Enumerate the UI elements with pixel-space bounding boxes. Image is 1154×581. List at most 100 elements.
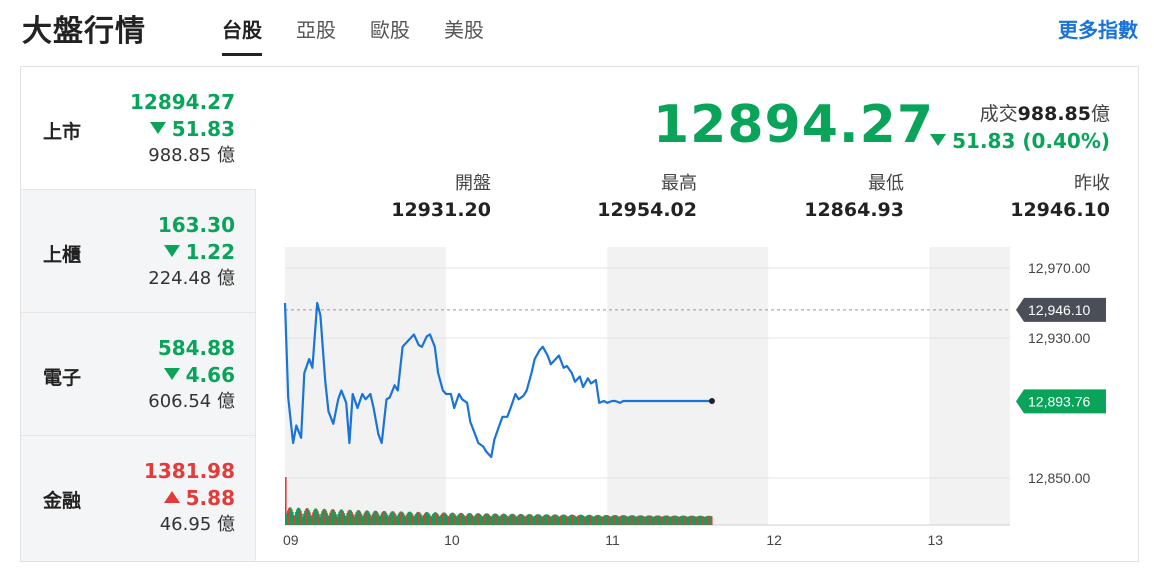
tab-us[interactable]: 美股 [444,18,484,42]
arrow-up-icon [163,491,180,503]
volume-bar [321,511,323,525]
volume-bar [643,516,646,525]
sidebar-item-label: 上市 [43,121,82,143]
tab-asia[interactable]: 亞股 [296,18,336,42]
volume-bar [431,515,433,525]
volume-bar [468,513,470,525]
volume-bar [470,513,472,525]
volume-bar [559,515,562,525]
volume-bar [661,516,664,525]
volume-bar [483,514,485,525]
volume-bar [693,516,696,525]
volume-bar [673,515,676,525]
volume-bar [410,512,413,525]
arrow-down-icon [930,134,947,146]
volume-bar [348,509,351,525]
volume-bar [290,507,292,525]
volume-bar [488,514,491,525]
volume-bar [506,516,509,525]
volume-bar [540,516,543,525]
sidebar-item-change: 4.66 [148,362,235,389]
volume-bar [546,514,549,525]
volume-bar [485,513,487,525]
volume-bar [387,516,390,525]
volume-bar [517,515,520,525]
volume-bar [636,516,639,525]
volume-bar [342,511,344,525]
volume-bar [654,515,657,525]
intraday-chart-svg[interactable]: 12,970.00 12,930.00 12,850.00 12,946.10 12,8… [283,245,1133,555]
volume-bar [638,515,641,525]
volume-bar [335,514,337,525]
volume-bar [307,508,309,525]
volume-bar [479,514,481,525]
sidebar-item-price: 584.88 [157,336,235,360]
volume-bar [442,512,444,525]
volume-bar [458,513,460,525]
volume-bar [539,515,542,525]
volume-bar [391,511,394,525]
arrow-down-icon [163,368,180,380]
volume-bar [573,515,576,525]
volume-bar [399,511,402,525]
volume-bar [505,514,508,525]
volume-bar [500,514,503,525]
sidebar-item-electronics[interactable]: 電子 584.88 4.66 606.54 億 [21,313,255,436]
volume-bar [401,512,404,525]
arrow-down-icon [149,122,166,134]
price-change-value: 51.83 (0.40%) [952,129,1110,153]
volume-bar [366,510,369,525]
volume-bar [304,510,306,525]
volume-bar [538,514,541,525]
more-indices-link[interactable]: 更多指數 [1058,18,1138,42]
volume-bar [492,514,495,525]
volume-bar [405,514,408,525]
last-price-tag [1016,389,1106,414]
sidebar-item-otc[interactable]: 上櫃 163.30 1.22 224.48 億 [21,190,255,313]
volume-bar [683,515,686,525]
volume-bar [362,515,365,525]
sidebar-item-finance[interactable]: 金融 1381.98 5.88 46.95 億 [21,436,255,561]
volume-bar [427,513,430,525]
volume-bar [301,513,303,525]
sidebar-item-values: 12894.27 51.83 988.85 億 [130,89,235,169]
volume-bar [686,516,689,525]
volume-bar [635,516,638,525]
volume-bar [413,515,416,525]
volume-bar [578,515,580,525]
volume-bar [508,515,511,525]
volume-bar [398,512,401,525]
volume-bar [634,516,637,525]
volume-bar [325,510,327,525]
volume-bar [637,515,640,525]
volume-bar [455,515,457,525]
turnover-unit: 億 [1090,103,1110,125]
volume-bar [299,508,301,525]
volume-bar [291,509,293,525]
sidebar-item-label: 金融 [43,490,82,512]
volume-bar [645,516,648,525]
intraday-chart[interactable]: 12,970.00 12,930.00 12,850.00 12,946.10 12,8… [283,245,1133,555]
volume-bar [395,516,398,525]
tab-tw[interactable]: 台股 [222,14,262,56]
volume-bar [524,516,527,525]
volume-bar [542,515,545,525]
volume-bar [502,513,505,525]
volume-bar [681,515,684,525]
volume-bar [344,515,347,525]
volume-bar [646,515,649,525]
stat-label: 開盤 [455,173,491,194]
price-change: 51.83 (0.40%) [930,129,1110,153]
volume-bar [700,515,703,525]
stat-value: 12931.20 [391,199,491,221]
volume-bar [510,513,513,525]
sidebar-item-volume: 46.95 億 [159,514,235,535]
volume-bar [598,515,600,525]
volume-bar [433,513,435,525]
tab-europe[interactable]: 歐股 [370,18,410,42]
sidebar-item-listed[interactable]: 上市 12894.27 51.83 988.85 億 [21,67,255,190]
volume-bar [663,515,666,525]
volume-bar [474,515,476,525]
volume-bar [570,514,573,525]
volume-bar [338,511,340,525]
